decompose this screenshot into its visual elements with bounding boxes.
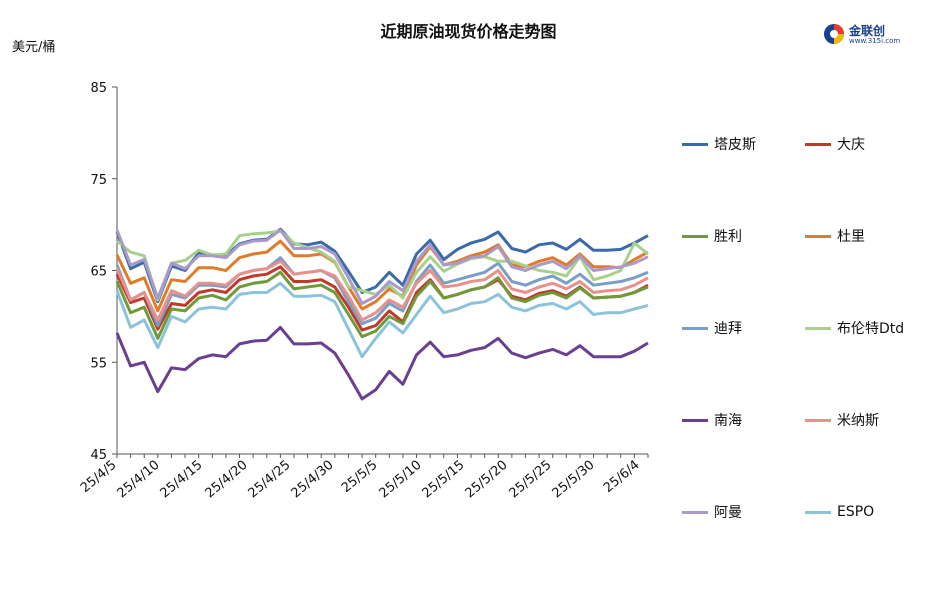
x-tick-label: 25/5/5 xyxy=(339,458,381,496)
legend-swatch xyxy=(805,510,831,514)
legend-swatch xyxy=(805,326,831,330)
legend-label: 迪拜 xyxy=(714,321,742,337)
legend-label: 塔皮斯 xyxy=(714,137,756,153)
x-tick-label: 25/5/20 xyxy=(463,458,511,502)
legend-swatch xyxy=(805,142,831,146)
legend-label: 布伦特Dtd xyxy=(837,321,905,337)
y-tick-label: 45 xyxy=(90,448,107,463)
x-tick-label: 25/5/30 xyxy=(550,458,598,502)
legend-item: 阿曼 xyxy=(682,502,742,522)
series-line xyxy=(115,259,649,322)
series-line xyxy=(115,270,649,340)
legend-label: 胜利 xyxy=(714,229,742,245)
brand-logo-icon xyxy=(824,24,844,44)
legend-swatch xyxy=(682,418,708,422)
legend-swatch xyxy=(682,142,708,146)
x-tick-label: 25/4/15 xyxy=(158,458,206,502)
legend-item: 塔皮斯 xyxy=(682,134,756,154)
x-tick-label: 25/4/5 xyxy=(78,458,120,496)
x-tick-label: 25/5/25 xyxy=(507,458,555,502)
legend-swatch xyxy=(805,418,831,422)
legend-item: 大庆 xyxy=(805,134,865,154)
x-tick-label: 25/5/10 xyxy=(377,458,425,502)
series-line xyxy=(115,239,649,313)
series-line xyxy=(115,281,649,359)
x-tick-label: 25/4/10 xyxy=(115,458,163,502)
chart-title: 近期原油现货价格走势图 xyxy=(380,22,557,41)
legend-label: 南海 xyxy=(714,413,742,429)
brand-logo-url: www.315i.com xyxy=(849,37,901,45)
y-tick-label: 65 xyxy=(90,265,107,280)
legend-label: 杜里 xyxy=(837,229,865,245)
legend-item: 布伦特Dtd xyxy=(805,318,904,338)
legend-swatch xyxy=(682,326,708,330)
legend-item: 南海 xyxy=(682,410,742,430)
series-line xyxy=(115,256,649,328)
legend-label: 米纳斯 xyxy=(837,413,879,429)
legend-label: ESPO xyxy=(837,504,875,520)
x-tick-label: 25/4/30 xyxy=(289,458,337,502)
y-tick-label: 85 xyxy=(90,81,107,96)
y-tick-label: 75 xyxy=(90,173,107,188)
x-tick-label: 25/5/15 xyxy=(420,458,468,502)
legend-swatch xyxy=(805,234,831,238)
legend-label: 阿曼 xyxy=(714,505,742,521)
legend-label: 大庆 xyxy=(837,137,865,153)
legend-item: 米纳斯 xyxy=(805,410,879,430)
brand-logo-name: 金联创 xyxy=(849,24,886,38)
legend-item: 杜里 xyxy=(805,226,865,246)
legend-item: ESPO xyxy=(805,502,874,522)
legend-swatch xyxy=(682,510,708,514)
series-line xyxy=(115,265,649,332)
legend-item: 迪拜 xyxy=(682,318,742,338)
x-tick-label: 25/6/4 xyxy=(601,458,643,496)
x-tick-label: 25/4/20 xyxy=(203,458,251,502)
brand-logo: 金联创 www.315i.com xyxy=(822,20,902,50)
y-axis-unit-label: 美元/桶 xyxy=(12,40,56,55)
x-tick-label: 25/4/25 xyxy=(246,458,294,502)
y-tick-label: 55 xyxy=(90,356,107,371)
legend-swatch xyxy=(682,234,708,238)
legend-item: 胜利 xyxy=(682,226,742,246)
series-line xyxy=(115,228,649,305)
series-line xyxy=(115,325,649,401)
